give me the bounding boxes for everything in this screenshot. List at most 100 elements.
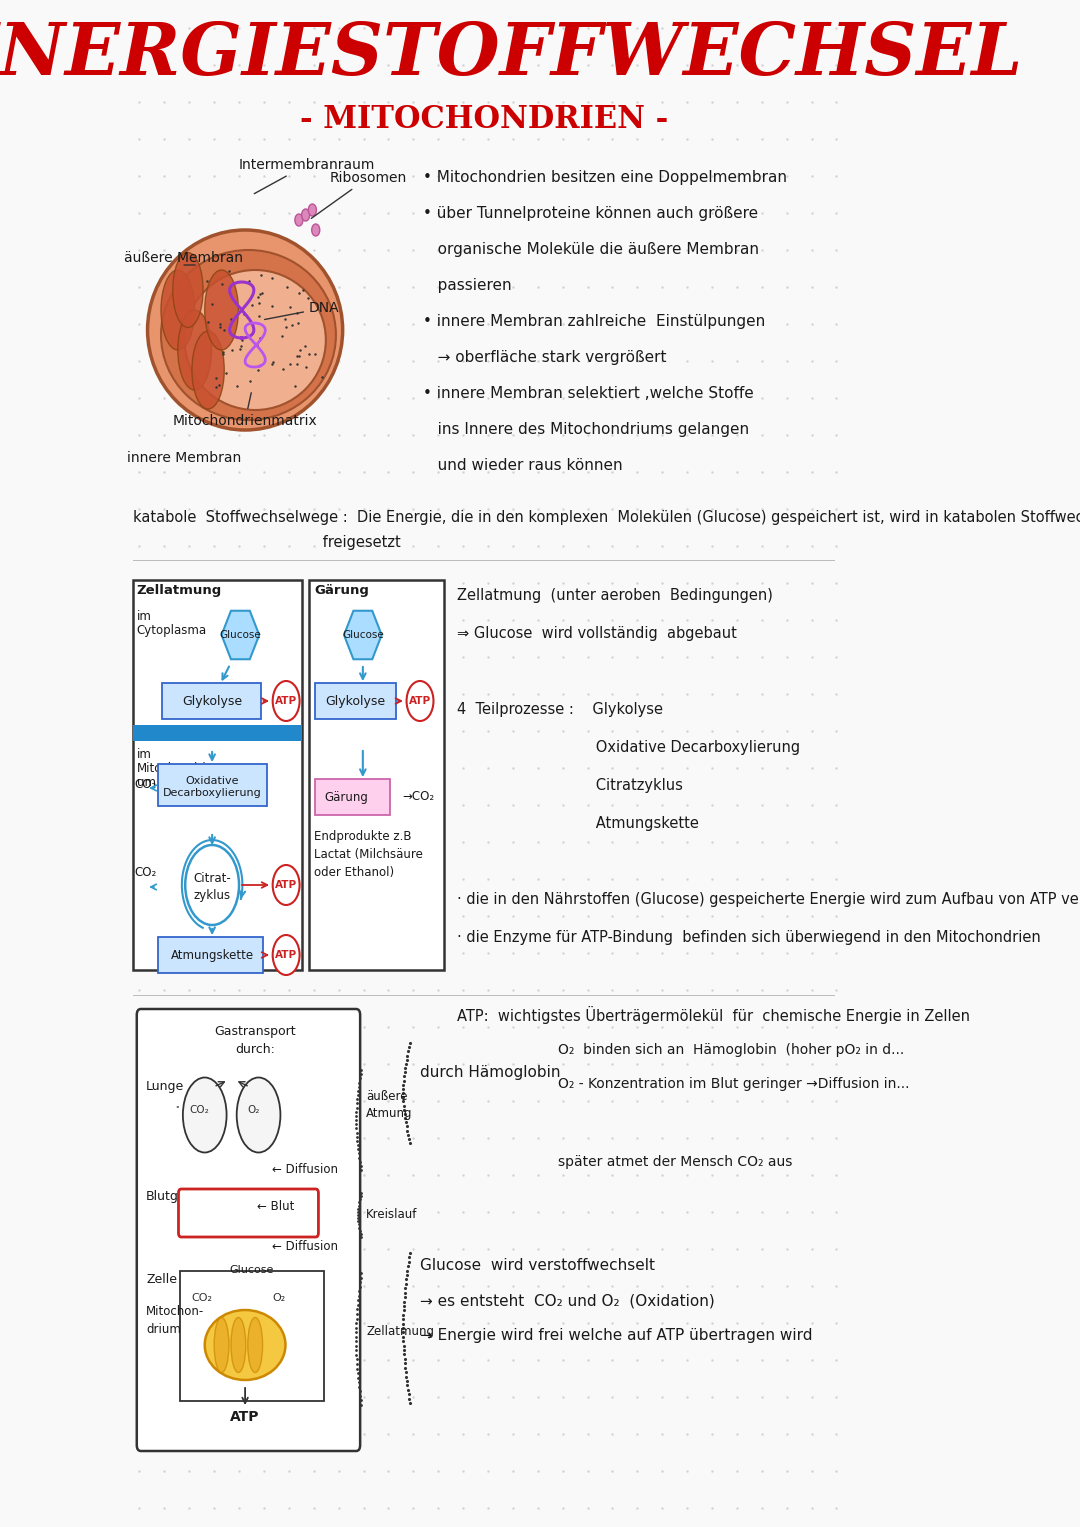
Text: oder Ethanol): oder Ethanol) — [314, 866, 394, 880]
Text: Lactat (Milchsäure: Lactat (Milchsäure — [314, 847, 423, 861]
FancyBboxPatch shape — [315, 779, 390, 815]
Text: ← Blut: ← Blut — [257, 1200, 294, 1214]
Circle shape — [301, 209, 310, 221]
Text: Mitochondri: Mitochondri — [137, 762, 206, 776]
Circle shape — [308, 205, 316, 215]
Text: → Energie wird frei welche auf ATP übertragen wird: → Energie wird frei welche auf ATP übert… — [420, 1328, 812, 1344]
Circle shape — [312, 224, 320, 237]
Text: O₂: O₂ — [247, 1106, 260, 1115]
Text: katabole  Stoffwechselwege :  Die Energie, die in den komplexen  Molekülen (Gluc: katabole Stoffwechselwege : Die Energie,… — [133, 510, 1080, 525]
Text: · die Enzyme für ATP-Bindung  befinden sich überwiegend in den Mitochondrien: · die Enzyme für ATP-Bindung befinden si… — [457, 930, 1041, 945]
Text: Cytoplasma: Cytoplasma — [137, 625, 207, 637]
Text: 4  Teilprozesse :    Glykolyse: 4 Teilprozesse : Glykolyse — [457, 702, 663, 718]
Text: O₂ - Konzentration im Blut geringer →Diffusion in...: O₂ - Konzentration im Blut geringer →Dif… — [558, 1077, 909, 1090]
Text: Ribosomen: Ribosomen — [311, 171, 406, 218]
Text: Lunge: Lunge — [146, 1080, 185, 1093]
Text: Mitochondrienmatrix: Mitochondrienmatrix — [173, 392, 318, 428]
Text: CO₂: CO₂ — [134, 866, 157, 880]
Text: Glucose: Glucose — [342, 631, 383, 640]
Circle shape — [406, 681, 433, 721]
Text: Citratzyklus: Citratzyklus — [457, 777, 683, 793]
Text: CO₂: CO₂ — [191, 1293, 213, 1303]
Text: innere Membran: innere Membran — [127, 450, 242, 466]
Text: passieren: passieren — [423, 278, 512, 293]
Text: O₂  binden sich an  Hämoglobin  (hoher pO₂ in d...: O₂ binden sich an Hämoglobin (hoher pO₂ … — [558, 1043, 904, 1057]
Ellipse shape — [214, 1318, 229, 1373]
Circle shape — [185, 844, 239, 925]
Text: Atmungskette: Atmungskette — [457, 815, 699, 831]
Text: Glucose: Glucose — [219, 631, 261, 640]
Text: Oxidative Decarboxylierung: Oxidative Decarboxylierung — [457, 741, 800, 754]
Text: Kreislauf: Kreislauf — [366, 1208, 418, 1222]
Ellipse shape — [237, 1078, 281, 1153]
Text: Gärung: Gärung — [314, 583, 369, 597]
Text: durch Hämoglobin: durch Hämoglobin — [420, 1064, 561, 1080]
Text: Citrat-: Citrat- — [193, 872, 231, 886]
FancyBboxPatch shape — [137, 1009, 360, 1451]
FancyBboxPatch shape — [178, 1190, 319, 1237]
Text: ⇒ Glucose  wird vollständig  abgebaut: ⇒ Glucose wird vollständig abgebaut — [457, 626, 737, 641]
Text: organische Moleküle die äußere Membran: organische Moleküle die äußere Membran — [423, 241, 759, 257]
Ellipse shape — [161, 250, 336, 420]
Text: zyklus: zyklus — [193, 889, 231, 901]
Ellipse shape — [205, 270, 239, 350]
Text: → oberfläche stark vergrößert: → oberfläche stark vergrößert — [423, 350, 666, 365]
Text: CO₂: CO₂ — [134, 777, 157, 791]
FancyBboxPatch shape — [315, 683, 395, 719]
Text: DNA: DNA — [265, 301, 339, 319]
Text: O₂: O₂ — [272, 1293, 285, 1303]
Text: um: um — [137, 776, 156, 789]
Text: ← Diffusion: ← Diffusion — [272, 1240, 338, 1254]
Ellipse shape — [161, 270, 194, 350]
FancyBboxPatch shape — [162, 683, 261, 719]
FancyBboxPatch shape — [309, 580, 444, 970]
Text: • Mitochondrien besitzen eine Doppelmembran: • Mitochondrien besitzen eine Doppelmemb… — [423, 169, 787, 185]
Text: • innere Membran selektiert ,welche Stoffe: • innere Membran selektiert ,welche Stof… — [423, 386, 754, 402]
FancyBboxPatch shape — [180, 1270, 324, 1400]
Text: ENERGIESTOFFWECHSEL: ENERGIESTOFFWECHSEL — [0, 20, 1023, 90]
Text: → es entsteht  CO₂ und O₂  (Oxidation): → es entsteht CO₂ und O₂ (Oxidation) — [420, 1293, 715, 1309]
Text: im: im — [137, 609, 151, 623]
Ellipse shape — [205, 1310, 285, 1380]
Text: Oxidative: Oxidative — [186, 776, 239, 786]
Text: Decarboxylierung: Decarboxylierung — [163, 788, 261, 799]
Text: ATP: ATP — [275, 950, 297, 960]
FancyBboxPatch shape — [133, 580, 302, 970]
Text: Atmungskette: Atmungskette — [171, 948, 254, 962]
Text: Glykolyse: Glykolyse — [183, 695, 242, 707]
Text: durch:: durch: — [235, 1043, 275, 1057]
Text: ATP: ATP — [409, 696, 431, 705]
Ellipse shape — [183, 1078, 227, 1153]
FancyBboxPatch shape — [158, 938, 264, 973]
Text: Atmung: Atmung — [366, 1107, 413, 1119]
Circle shape — [272, 864, 299, 906]
Circle shape — [295, 214, 303, 226]
Text: ATP: ATP — [230, 1409, 260, 1425]
Text: · die in den Nährstoffen (Glucose) gespeicherte Energie wird zum Aufbau von ATP : · die in den Nährstoffen (Glucose) gespe… — [457, 892, 1080, 907]
Text: →CO₂: →CO₂ — [402, 789, 434, 803]
Text: Zellatmung  (unter aeroben  Bedingungen): Zellatmung (unter aeroben Bedingungen) — [457, 588, 773, 603]
Text: • innere Membran zahlreiche  Einstülpungen: • innere Membran zahlreiche Einstülpunge… — [423, 315, 766, 328]
Text: Glucose  wird verstoffwechselt: Glucose wird verstoffwechselt — [420, 1258, 656, 1274]
Ellipse shape — [185, 270, 326, 411]
Text: Glucose: Glucose — [230, 1264, 274, 1275]
Text: freigesetzt: freigesetzt — [133, 534, 401, 550]
Text: und wieder raus können: und wieder raus können — [423, 458, 623, 473]
FancyBboxPatch shape — [158, 764, 267, 806]
Ellipse shape — [192, 331, 225, 409]
Text: später atmet der Mensch CO₂ aus: später atmet der Mensch CO₂ aus — [558, 1154, 793, 1170]
Text: ATP:  wichtigstes Überträgermölekül  für  chemische Energie in Zellen: ATP: wichtigstes Überträgermölekül für c… — [457, 1006, 970, 1025]
Text: Zellatmung: Zellatmung — [137, 583, 222, 597]
Text: Gastransport: Gastransport — [214, 1025, 296, 1038]
Text: Mitochon-: Mitochon- — [146, 1306, 204, 1318]
Text: - MITOCHONDRIEN -: - MITOCHONDRIEN - — [300, 104, 669, 136]
Text: Zelle: Zelle — [146, 1274, 177, 1286]
Text: Zellatmung: Zellatmung — [366, 1325, 434, 1338]
Text: ins Innere des Mitochondriums gelangen: ins Innere des Mitochondriums gelangen — [423, 421, 750, 437]
Text: CO₂: CO₂ — [189, 1106, 210, 1115]
Circle shape — [272, 935, 299, 976]
Ellipse shape — [231, 1318, 246, 1373]
Text: Glykolyse: Glykolyse — [325, 695, 386, 707]
Ellipse shape — [247, 1318, 262, 1373]
Ellipse shape — [173, 252, 203, 327]
